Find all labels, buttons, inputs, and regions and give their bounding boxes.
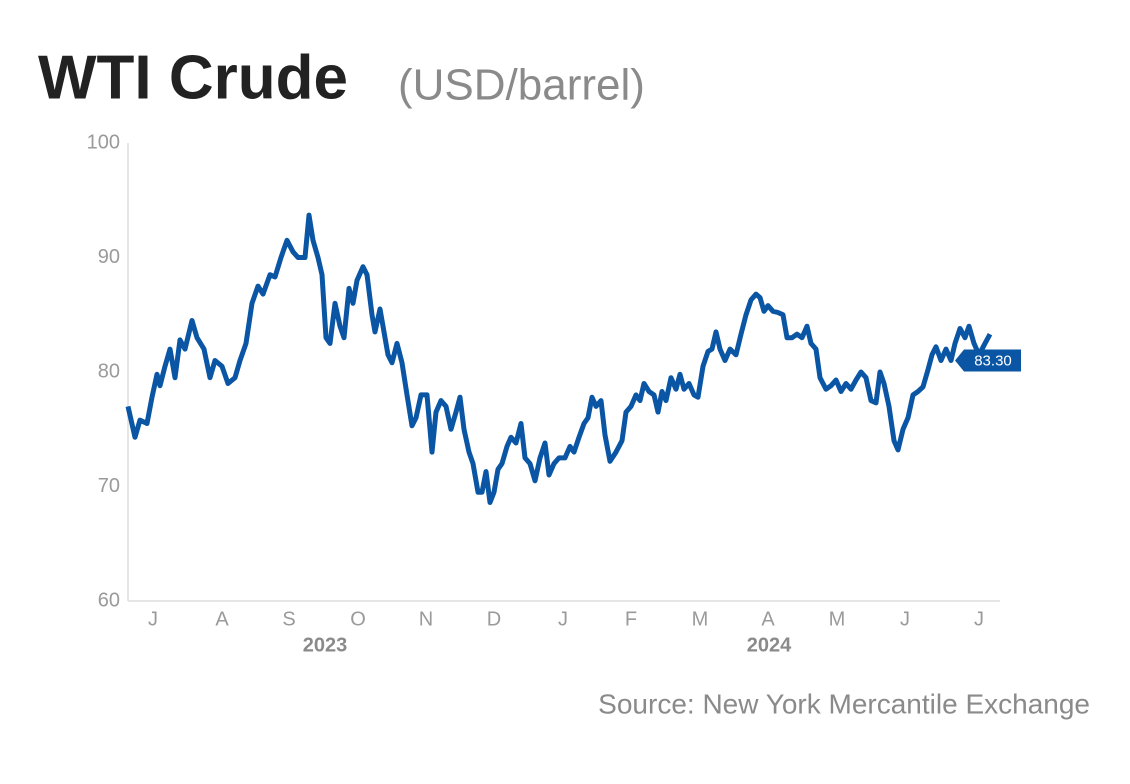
x-tick-label: J <box>148 608 158 630</box>
x-tick-label: A <box>215 608 229 630</box>
y-tick-label: 90 <box>98 246 120 268</box>
x-tick-label: J <box>558 608 568 630</box>
value-label-tag <box>955 349 1021 372</box>
y-tick-label: 70 <box>98 475 120 497</box>
y-tick-label: 80 <box>98 360 120 382</box>
source-note: Source: New York Mercantile Exchange <box>598 688 1090 719</box>
x-tick-label: J <box>900 608 910 630</box>
year-label: 2024 <box>747 634 792 656</box>
value-label: 83.30 <box>974 353 1012 370</box>
x-tick-label: M <box>829 608 846 630</box>
x-tick-label: D <box>487 608 501 630</box>
price-line <box>125 212 993 505</box>
x-tick-label: F <box>625 608 637 630</box>
x-tick-label: J <box>974 608 984 630</box>
y-tick-label: 60 <box>98 589 120 611</box>
x-tick-label: A <box>761 608 775 630</box>
chart-title: WTI Crude <box>38 43 348 112</box>
year-label: 2023 <box>303 634 348 656</box>
y-tick-label: 100 <box>87 131 120 153</box>
x-tick-label: O <box>350 608 366 630</box>
x-tick-label: S <box>282 608 295 630</box>
chart-subtitle: (USD/barrel) <box>398 61 645 110</box>
x-tick-label: M <box>692 608 709 630</box>
x-tick-label: N <box>419 608 433 630</box>
